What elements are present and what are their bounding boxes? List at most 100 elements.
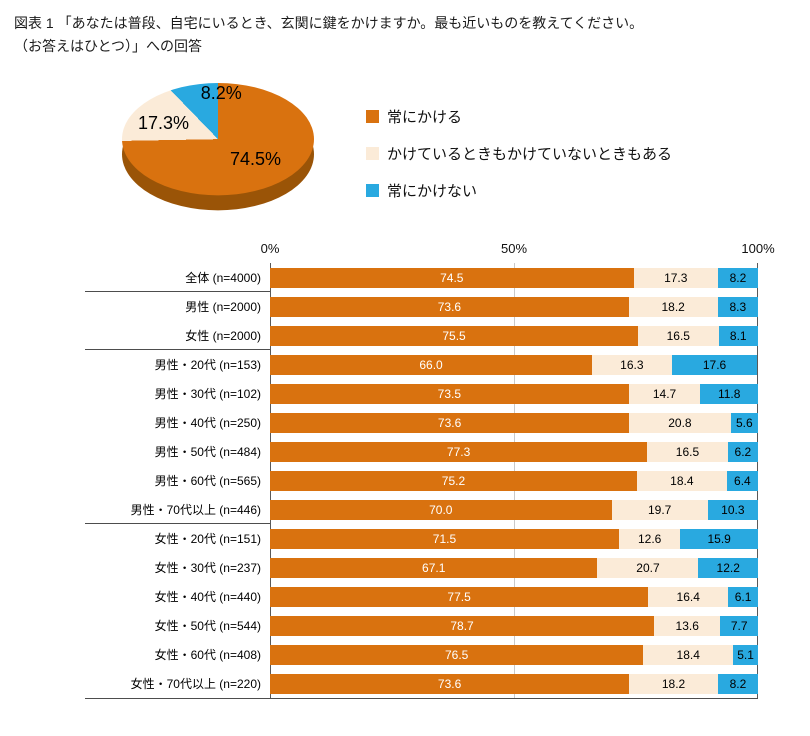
bar-value: 17.3 bbox=[664, 270, 688, 285]
bar-segment: 18.4 bbox=[643, 644, 734, 665]
bar-row-plot: 78.7 13.6 7.7 bbox=[270, 615, 758, 636]
bar-row-label: 女性 (n=2000) bbox=[185, 329, 261, 344]
bar-segment: 6.4 bbox=[726, 470, 758, 491]
bar-row-label: 男性・60代 (n=565) bbox=[154, 474, 261, 489]
bar-row-label: 女性・20代 (n=151) bbox=[154, 532, 261, 547]
bar-segment: 12.2 bbox=[698, 557, 758, 578]
bar-rows: 全体 (n=4000) 74.5 17.3 8.2 男性 (n=2000) 73.6 18.… bbox=[85, 263, 759, 700]
bar-value: 12.2 bbox=[716, 560, 740, 575]
bar-value: 16.4 bbox=[676, 589, 700, 604]
bar-row: 女性・40代 (n=440) 77.5 16.4 6.1 bbox=[85, 582, 758, 611]
bar-value: 76.5 bbox=[444, 647, 469, 662]
pie-label-always-lock: 74.5% bbox=[230, 149, 282, 170]
bar-value: 14.7 bbox=[652, 386, 677, 401]
bar-value: 20.7 bbox=[636, 560, 660, 575]
bar-value: 73.5 bbox=[437, 386, 462, 401]
bar-value: 15.9 bbox=[707, 531, 731, 546]
bar-segment: 77.3 bbox=[270, 441, 648, 462]
bar-row: 男性・60代 (n=565) 75.2 18.4 6.4 bbox=[85, 466, 758, 495]
bar-row-plot: 77.5 16.4 6.1 bbox=[270, 586, 758, 607]
bar-segment: 12.6 bbox=[618, 528, 681, 549]
bar-row-label: 男性・70代以上 (n=446) bbox=[130, 503, 261, 518]
bar-segment: 73.6 bbox=[270, 412, 630, 433]
bar-value: 19.7 bbox=[647, 502, 672, 517]
bar-row-label: 女性・50代 (n=544) bbox=[154, 619, 261, 634]
bar-value: 8.2 bbox=[729, 270, 747, 285]
bar-value: 5.1 bbox=[737, 647, 754, 662]
bar-value: 71.5 bbox=[432, 531, 457, 546]
bar-segment: 8.2 bbox=[717, 673, 758, 694]
bar-segment: 70.0 bbox=[270, 499, 612, 520]
bar-row-plot: 76.5 18.4 5.1 bbox=[270, 644, 758, 665]
bar-value: 18.4 bbox=[676, 647, 700, 662]
bar-row-plot: 77.3 16.5 6.2 bbox=[270, 441, 758, 462]
bar-segment: 18.2 bbox=[629, 673, 718, 694]
bar-segment: 20.7 bbox=[597, 557, 699, 578]
bar-row: 男性・70代以上 (n=446) 70.0 19.7 10.3 bbox=[85, 495, 758, 525]
title-line-2: （お答えはひとつ）」への回答 bbox=[14, 37, 203, 54]
bar-segment: 71.5 bbox=[270, 528, 619, 549]
bar-value: 6.1 bbox=[734, 589, 752, 604]
bar-segment: 74.5 bbox=[270, 267, 634, 288]
stacked-bar-chart: 0% 50% 100% 全体 (n=4000) 74.5 17.3 8.2 男性 (n=… bbox=[85, 239, 775, 700]
bar-segment: 6.1 bbox=[728, 586, 758, 607]
bar-segment: 6.2 bbox=[727, 441, 758, 462]
bar-segment: 8.2 bbox=[717, 267, 758, 288]
bar-segment: 67.1 bbox=[270, 557, 598, 578]
bar-value: 6.4 bbox=[734, 473, 751, 488]
bar-value: 17.6 bbox=[702, 357, 727, 372]
axis-tick-0: 0% bbox=[260, 241, 280, 257]
bar-row: 女性・20代 (n=151) 71.5 12.6 15.9 bbox=[85, 524, 758, 553]
bar-value: 73.6 bbox=[437, 676, 462, 691]
bar-segment: 13.6 bbox=[654, 615, 721, 636]
legend-swatch bbox=[366, 183, 379, 197]
bar-segment: 76.5 bbox=[270, 644, 644, 665]
bar-value: 66.0 bbox=[419, 357, 443, 372]
bar-row-plot: 74.5 17.3 8.2 bbox=[270, 267, 758, 288]
bar-segment: 77.5 bbox=[270, 586, 649, 607]
bar-row-plot: 73.6 18.2 8.2 bbox=[270, 673, 758, 694]
bar-value: 20.8 bbox=[668, 415, 692, 430]
bar-segment: 18.2 bbox=[628, 296, 718, 317]
bar-row: 男性・50代 (n=484) 77.3 16.5 6.2 bbox=[85, 437, 758, 466]
legend-item-never-lock: 常にかけない bbox=[366, 179, 672, 201]
bar-value: 13.6 bbox=[675, 618, 699, 633]
bar-row-plot: 67.1 20.7 12.2 bbox=[270, 557, 758, 578]
bar-row-plot: 66.0 16.3 17.6 bbox=[270, 354, 758, 375]
bar-row: 女性 (n=2000) 75.5 16.5 8.1 bbox=[85, 321, 758, 351]
bar-value: 7.7 bbox=[730, 618, 748, 633]
bar-value: 77.5 bbox=[447, 589, 471, 604]
bar-row-label: 全体 (n=4000) bbox=[185, 271, 261, 286]
bar-row-label: 男性・40代 (n=250) bbox=[154, 416, 261, 431]
bar-row-label: 女性・60代 (n=408) bbox=[154, 648, 261, 663]
bar-segment: 20.8 bbox=[629, 412, 731, 433]
bar-row-plot: 75.5 16.5 8.1 bbox=[270, 325, 758, 346]
bar-segment: 8.1 bbox=[718, 325, 758, 346]
axis-tick-100: 100% bbox=[741, 241, 775, 257]
bar-value: 73.6 bbox=[437, 299, 462, 314]
bar-segment: 75.2 bbox=[270, 470, 637, 491]
bar-value: 75.2 bbox=[441, 473, 466, 488]
bar-segment: 73.5 bbox=[270, 383, 629, 404]
bar-value: 78.7 bbox=[450, 618, 474, 633]
bar-value: 18.4 bbox=[670, 473, 694, 488]
bar-value: 6.2 bbox=[734, 444, 752, 459]
bar-row: 女性・60代 (n=408) 76.5 18.4 5.1 bbox=[85, 640, 758, 669]
bar-row: 女性・50代 (n=544) 78.7 13.6 7.7 bbox=[85, 611, 758, 640]
page-title: 図表 1 「あなたは普段、自宅にいるとき、玄関に鍵をかけますか。最も近いものを教… bbox=[0, 0, 810, 57]
bar-value: 16.5 bbox=[666, 328, 690, 343]
bar-segment: 7.7 bbox=[720, 615, 758, 636]
bar-row-plot: 73.6 20.8 5.6 bbox=[270, 412, 758, 433]
bar-value: 8.1 bbox=[729, 328, 747, 343]
bar-row: 男性 (n=2000) 73.6 18.2 8.3 bbox=[85, 292, 759, 321]
bar-row-label: 女性・70代以上 (n=220) bbox=[130, 677, 261, 692]
bar-row: 男性・40代 (n=250) 73.6 20.8 5.6 bbox=[85, 408, 758, 437]
legend-swatch bbox=[366, 109, 379, 123]
legend-label: 常にかける bbox=[387, 108, 463, 126]
bar-segment: 8.3 bbox=[717, 296, 759, 317]
bar-segment: 18.4 bbox=[636, 470, 727, 491]
pie-and-legend-section: 74.5% 17.3% 8.2% 常にかける かけているときもかけていないときも… bbox=[0, 57, 810, 233]
legend: 常にかける かけているときもかけていないときもある 常にかけない bbox=[366, 105, 672, 216]
bar-row-plot: 73.6 18.2 8.3 bbox=[270, 296, 759, 317]
bar-segment: 17.3 bbox=[633, 267, 718, 288]
